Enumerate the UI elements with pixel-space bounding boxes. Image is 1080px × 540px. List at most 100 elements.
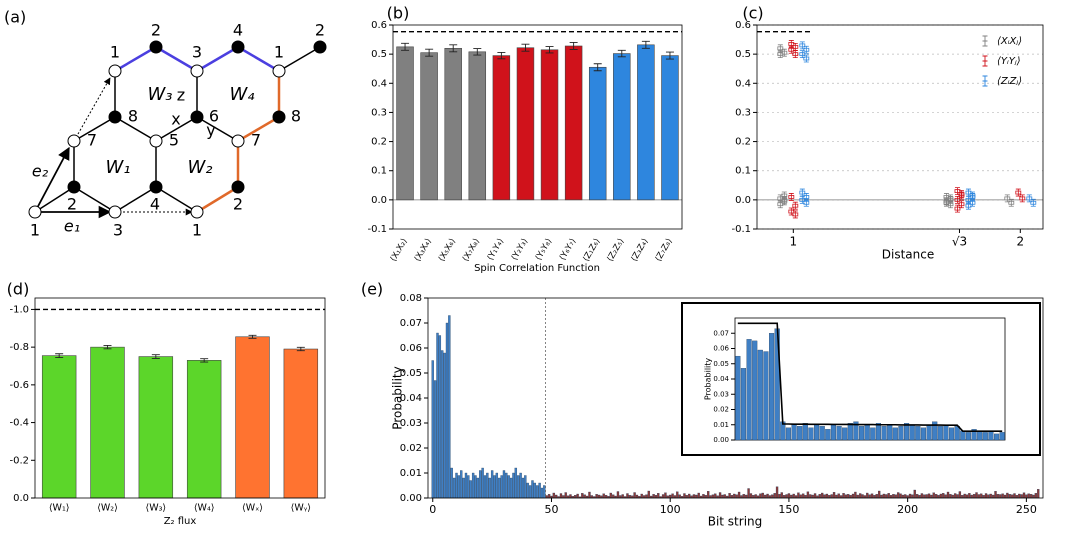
bar (894, 494, 897, 499)
point (792, 52, 799, 57)
filled-site (231, 40, 245, 54)
error-bar (248, 334, 257, 339)
y-tick-label: 0.01 (400, 468, 422, 479)
bar (512, 472, 515, 499)
y-axis-label: Probability (391, 366, 405, 429)
inset-bar (842, 427, 848, 441)
x-tick-label: ⟨Wₓ⟩ (242, 503, 263, 514)
bar (664, 492, 667, 499)
point (803, 195, 810, 199)
inset-bar (797, 426, 803, 441)
inset-bar (864, 424, 870, 441)
bar (654, 495, 658, 499)
bar (479, 470, 482, 499)
bar (749, 493, 753, 499)
open-site (190, 64, 204, 78)
bar (882, 493, 886, 499)
bar (851, 493, 855, 499)
bar (595, 494, 598, 499)
legend-label: ⟨ZᵢZⱼ⟩ (997, 76, 1022, 87)
error-bar (569, 42, 578, 50)
open-site (149, 134, 163, 148)
bar (868, 494, 871, 499)
bar (980, 493, 983, 499)
bar (704, 495, 707, 499)
error-bar (792, 50, 798, 59)
bar (420, 52, 438, 201)
bar (915, 494, 919, 499)
bar (859, 493, 862, 499)
bar (953, 493, 957, 499)
bar (455, 472, 458, 499)
bar (745, 494, 748, 499)
bond (196, 185, 239, 214)
point (781, 197, 788, 202)
bond (237, 115, 280, 143)
bar (616, 491, 620, 499)
bar (1006, 492, 1009, 499)
bar (469, 480, 472, 499)
bar (524, 475, 527, 499)
axes-frame (427, 297, 1044, 499)
point (803, 47, 810, 52)
legend-swatch (982, 75, 988, 87)
inset-bar (920, 427, 927, 441)
y-tick-label: 0.01 (713, 421, 729, 429)
y-tick-label: 0.3 (371, 107, 387, 118)
bar (1010, 494, 1014, 499)
bar (444, 48, 462, 201)
bar (823, 494, 826, 499)
bar (441, 350, 444, 499)
plaquette-label: W₁ (105, 157, 130, 178)
bar (555, 494, 558, 499)
point (1015, 190, 1022, 195)
bar (773, 493, 776, 499)
x-tick-label: 2 (1016, 235, 1024, 249)
inset-bar (740, 368, 747, 441)
bar (809, 494, 812, 499)
y-tick-label: 0.05 (713, 360, 729, 368)
bar (1013, 493, 1016, 499)
y-tick-label: 0.4 (371, 78, 387, 89)
bar (652, 494, 655, 499)
bond (278, 46, 321, 72)
bar (661, 494, 665, 499)
bar (1018, 493, 1021, 499)
bar (688, 493, 691, 499)
bar (889, 495, 893, 499)
site-label: 2 (67, 195, 77, 214)
error-bar (401, 42, 410, 51)
inset-bar (999, 432, 1005, 441)
bar (873, 495, 876, 499)
bar (433, 380, 437, 499)
inset-bar (943, 424, 949, 441)
error-bar (617, 49, 626, 58)
point (958, 192, 965, 196)
y-tick-label: -0.2 (9, 455, 29, 466)
x-tick-label: ⟨W₄⟩ (194, 503, 215, 514)
bar (908, 493, 912, 499)
inset-bar (904, 423, 910, 441)
bar (519, 472, 522, 499)
y-tick-label: 0.0 (13, 493, 29, 504)
y-tick-label: 0.00 (400, 493, 422, 504)
y-tick-label: 0.04 (713, 375, 729, 383)
point (965, 190, 972, 195)
bar (514, 467, 518, 499)
bar (934, 494, 938, 499)
point (799, 52, 806, 57)
filled-site (313, 40, 327, 54)
bar (991, 494, 995, 499)
y-tick-label: 0.03 (400, 418, 422, 429)
bond (114, 116, 157, 142)
point (1026, 196, 1033, 201)
bar (747, 488, 750, 499)
error-bar (965, 201, 971, 210)
point (799, 43, 806, 48)
bond (114, 186, 157, 213)
bar (628, 495, 631, 499)
error-bar (593, 63, 602, 72)
bar (702, 494, 705, 499)
panel-label: (a) (4, 8, 26, 27)
bar (457, 475, 461, 499)
